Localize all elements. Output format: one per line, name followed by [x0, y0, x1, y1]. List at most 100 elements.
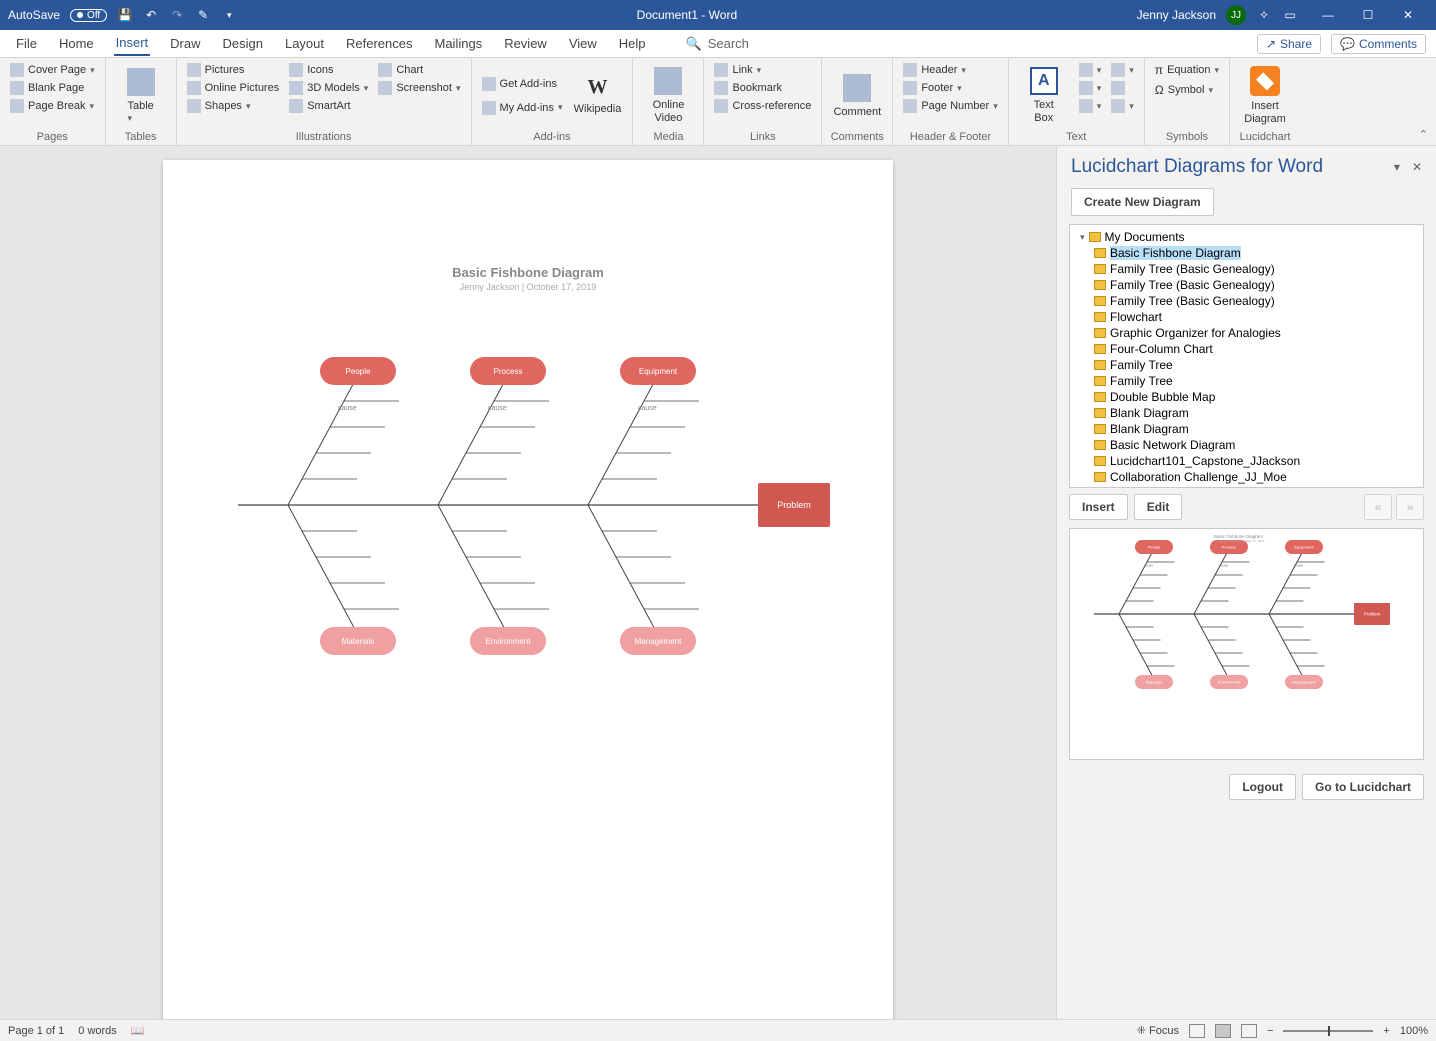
object-button[interactable]: ▾ — [1109, 98, 1136, 114]
redo-icon[interactable]: ↷ — [169, 7, 185, 23]
pane-options-icon[interactable]: ▾ — [1394, 160, 1400, 174]
insert-button[interactable]: Insert — [1069, 494, 1128, 520]
tree-item[interactable]: Family Tree (Basic Genealogy) — [1076, 277, 1417, 293]
screenshot-button[interactable]: Screenshot▾ — [376, 80, 462, 96]
tree-item[interactable]: Lucidchart101_Capstone_JJackson — [1076, 453, 1417, 469]
spellcheck-icon[interactable]: 📖 — [131, 1024, 145, 1037]
close-button[interactable]: ✕ — [1388, 0, 1428, 30]
bookmark-button[interactable]: Bookmark — [712, 80, 813, 96]
coming-soon-icon[interactable]: ✧ — [1256, 7, 1272, 23]
header-button[interactable]: Header▾ — [901, 62, 999, 78]
tree-item[interactable]: Blank Diagram — [1076, 421, 1417, 437]
tree-item[interactable]: Double Bubble Map — [1076, 389, 1417, 405]
comment-button[interactable]: Comment — [830, 62, 884, 129]
comments-button[interactable]: 💬Comments — [1331, 34, 1426, 54]
word-count[interactable]: 0 words — [78, 1025, 117, 1037]
online-pictures-button[interactable]: Online Pictures — [185, 80, 282, 96]
read-mode-icon[interactable] — [1189, 1024, 1205, 1038]
quick-parts-button[interactable]: ▾ — [1077, 62, 1104, 78]
tree-collapse-icon[interactable]: ▾ — [1080, 232, 1085, 243]
next-page-button[interactable]: » — [1396, 494, 1424, 520]
insert-diagram-button[interactable]: InsertDiagram — [1238, 62, 1292, 129]
shapes-button[interactable]: Shapes▾ — [185, 98, 282, 114]
tree-item[interactable]: Collaboration Challenge_JJ_Moe — [1076, 469, 1417, 485]
tree-item[interactable]: Four-Column Chart — [1076, 341, 1417, 357]
qat-dropdown-icon[interactable]: ▾ — [221, 7, 237, 23]
cross-reference-button[interactable]: Cross-reference — [712, 98, 813, 114]
tree-item[interactable]: Family Tree — [1076, 357, 1417, 373]
tree-item[interactable]: Blank Diagram — [1076, 405, 1417, 421]
online-video-button[interactable]: OnlineVideo — [641, 62, 695, 129]
footer-button[interactable]: Footer▾ — [901, 80, 999, 96]
icons-button[interactable]: Icons — [287, 62, 370, 78]
chart-button[interactable]: Chart — [376, 62, 462, 78]
prev-page-button[interactable]: « — [1364, 494, 1392, 520]
tab-review[interactable]: Review — [502, 32, 549, 55]
tree-item[interactable]: Flowchart — [1076, 309, 1417, 325]
link-button[interactable]: Link ▾ — [712, 62, 813, 78]
drop-cap-button[interactable]: ▾ — [1077, 98, 1104, 114]
page-number-button[interactable]: Page Number▾ — [901, 98, 999, 114]
collapse-ribbon-icon[interactable]: ⌃ — [1419, 128, 1428, 141]
tree-item[interactable]: Family Tree — [1076, 373, 1417, 389]
touch-icon[interactable]: ✎ — [195, 7, 211, 23]
signature-line-button[interactable]: ▾ — [1109, 62, 1136, 78]
3d-models-button[interactable]: 3D Models ▾ — [287, 80, 370, 96]
user-name[interactable]: Jenny Jackson — [1137, 8, 1216, 22]
tab-layout[interactable]: Layout — [283, 32, 326, 55]
tab-file[interactable]: File — [14, 32, 39, 55]
page-break-button[interactable]: Page Break▾ — [8, 98, 97, 114]
zoom-slider[interactable] — [1283, 1030, 1373, 1032]
tree-item[interactable]: Family Tree (Basic Genealogy) — [1076, 261, 1417, 277]
zoom-out-button[interactable]: − — [1267, 1025, 1273, 1037]
tab-draw[interactable]: Draw — [168, 32, 202, 55]
tab-references[interactable]: References — [344, 32, 414, 55]
wikipedia-button[interactable]: WWikipedia — [570, 62, 624, 129]
tab-view[interactable]: View — [567, 32, 599, 55]
date-time-button[interactable] — [1109, 80, 1136, 96]
document-tree[interactable]: ▾My Documents Basic Fishbone DiagramFami… — [1069, 224, 1424, 488]
equation-button[interactable]: πEquation ▾ — [1153, 62, 1221, 78]
create-new-diagram-button[interactable]: Create New Diagram — [1071, 188, 1214, 216]
wordart-button[interactable]: ▾ — [1077, 80, 1104, 96]
maximize-button[interactable]: ☐ — [1348, 0, 1388, 30]
text-box-button[interactable]: ATextBox — [1017, 62, 1071, 129]
tab-design[interactable]: Design — [221, 32, 265, 55]
web-layout-icon[interactable] — [1241, 1024, 1257, 1038]
display-options-icon[interactable]: ▭ — [1282, 7, 1298, 23]
focus-mode-button[interactable]: ⁜ Focus — [1137, 1024, 1179, 1037]
smartart-button[interactable]: SmartArt — [287, 98, 370, 114]
page-indicator[interactable]: Page 1 of 1 — [8, 1025, 64, 1037]
my-addins-button[interactable]: My Add-ins ▾ — [480, 100, 565, 116]
search-box[interactable]: 🔍Search — [686, 36, 749, 52]
goto-lucidchart-button[interactable]: Go to Lucidchart — [1302, 774, 1424, 800]
print-layout-icon[interactable] — [1215, 1024, 1231, 1038]
autosave-toggle[interactable]: Off — [70, 9, 107, 22]
logout-button[interactable]: Logout — [1229, 774, 1296, 800]
avatar[interactable]: JJ — [1226, 5, 1246, 25]
tab-insert[interactable]: Insert — [114, 31, 151, 56]
table-button[interactable]: Table▾ — [114, 62, 168, 129]
edit-button[interactable]: Edit — [1134, 494, 1183, 520]
tree-item[interactable]: Flow Your Role — [1076, 485, 1417, 488]
tab-help[interactable]: Help — [617, 32, 648, 55]
document-area[interactable]: Basic Fishbone Diagram Jenny Jackson | O… — [0, 146, 1056, 1019]
tab-home[interactable]: Home — [57, 32, 96, 55]
pane-close-icon[interactable]: ✕ — [1412, 160, 1422, 174]
tree-item[interactable]: Basic Fishbone Diagram — [1076, 245, 1417, 261]
tab-mailings[interactable]: Mailings — [433, 32, 485, 55]
tree-item[interactable]: Family Tree (Basic Genealogy) — [1076, 293, 1417, 309]
tree-root[interactable]: ▾My Documents — [1076, 229, 1417, 245]
symbol-button[interactable]: ΩSymbol ▾ — [1153, 82, 1221, 98]
get-addins-button[interactable]: Get Add-ins — [480, 76, 565, 92]
zoom-level[interactable]: 100% — [1400, 1025, 1428, 1037]
minimize-button[interactable]: — — [1308, 0, 1348, 30]
blank-page-button[interactable]: Blank Page — [8, 80, 97, 96]
share-button[interactable]: ↗Share — [1257, 34, 1321, 54]
save-icon[interactable]: 💾 — [117, 7, 133, 23]
pictures-button[interactable]: Pictures — [185, 62, 282, 78]
zoom-in-button[interactable]: + — [1383, 1025, 1389, 1037]
tree-item[interactable]: Basic Network Diagram — [1076, 437, 1417, 453]
cover-page-button[interactable]: Cover Page▾ — [8, 62, 97, 78]
undo-icon[interactable]: ↶ — [143, 7, 159, 23]
